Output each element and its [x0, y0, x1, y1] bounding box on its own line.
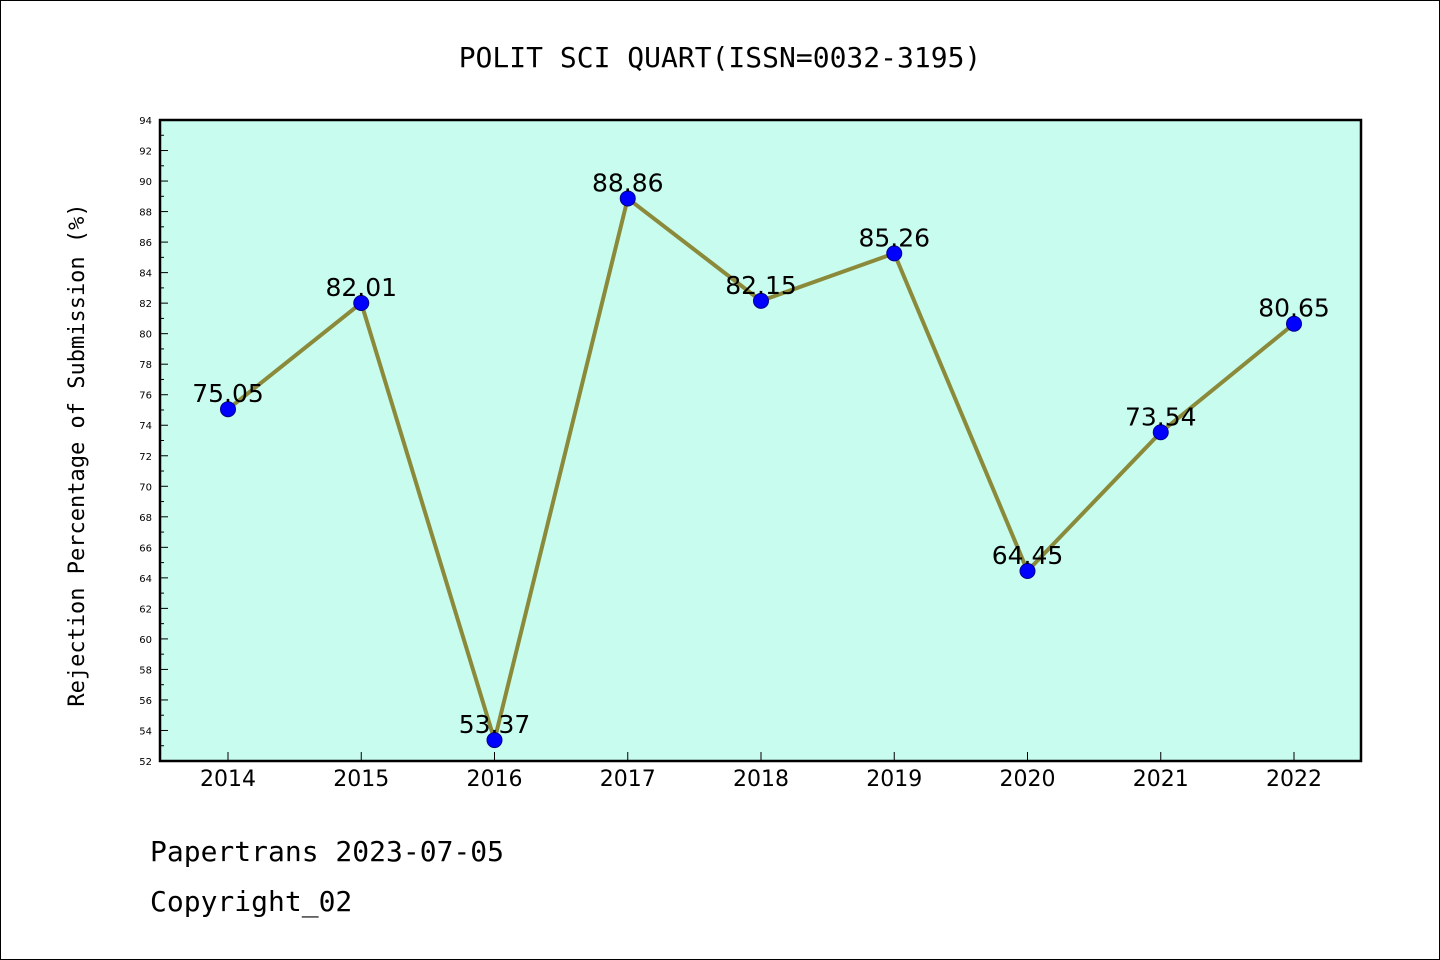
x-tick-label: 2015 — [333, 767, 389, 792]
x-tick-label: 2021 — [1133, 767, 1189, 792]
data-label-group: 75.05 82.01 53.37 88.86 82.15 85.26 64.45 73.54… — [192, 168, 1330, 739]
data-point — [486, 732, 503, 749]
data-point — [220, 401, 236, 418]
data-label: 53.37 — [459, 710, 531, 739]
data-label: 82.15 — [725, 271, 797, 300]
y-tick-label: 62 — [139, 604, 152, 615]
y-tick-label: 56 — [139, 696, 152, 707]
y-tick-label: 78 — [139, 360, 152, 371]
marker-group — [220, 190, 1302, 749]
data-point — [753, 292, 769, 309]
data-point — [1019, 562, 1036, 579]
y-axis-label: Rejection Percentage of Submission (%) — [65, 203, 90, 706]
y-tick-label: 92 — [139, 147, 152, 158]
data-point — [886, 245, 903, 262]
data-label: 64.45 — [992, 541, 1064, 570]
x-tick-label: 2022 — [1266, 767, 1322, 792]
y-tick-label: 64 — [139, 574, 152, 585]
y-tick-label: 58 — [139, 665, 152, 676]
y-tick-label: 60 — [139, 635, 152, 646]
data-label: 73.54 — [1125, 402, 1197, 431]
x-tick-label: 2020 — [1000, 767, 1056, 792]
y-tick-label: 86 — [139, 238, 152, 249]
data-point — [619, 190, 636, 207]
y-tick-label: 76 — [139, 391, 152, 402]
y-tick-label: 82 — [139, 299, 152, 310]
y-tick-label: 66 — [139, 543, 152, 554]
chart-title: POLIT SCI QUART(ISSN=0032-3195) — [459, 41, 982, 74]
y-tick-label: 68 — [139, 513, 152, 524]
footer-credit: Papertrans 2023-07-05 — [150, 835, 505, 868]
plot-area — [158, 118, 1363, 763]
x-tick-label: 2014 — [200, 767, 256, 792]
y-tick-label: 88 — [139, 208, 152, 219]
y-tick-label: 80 — [139, 330, 152, 341]
x-axis: 2014 2015 2016 2017 2018 2019 2020 2021 2022 — [200, 752, 1322, 792]
y-tick-label: 84 — [139, 269, 152, 280]
data-label: 82.01 — [325, 273, 397, 302]
y-tick-label: 74 — [139, 421, 152, 432]
y-tick-label: 52 — [139, 757, 152, 768]
footer-copyright: Copyright_02 — [150, 885, 353, 918]
x-tick-label: 2018 — [733, 767, 789, 792]
y-axis: 52 54 56 58 60 62 64 66 68 70 72 74 76 78 80 82 84 86 88 90… — [139, 116, 168, 768]
data-label: 80.65 — [1258, 294, 1330, 323]
data-label: 85.26 — [858, 223, 930, 252]
data-label: 75.05 — [192, 379, 264, 408]
y-tick-label: 90 — [139, 177, 152, 188]
x-tick-label: 2017 — [600, 767, 656, 792]
data-point — [353, 294, 370, 311]
y-tick-label: 94 — [139, 116, 152, 127]
x-tick-label: 2016 — [467, 767, 523, 792]
x-tick-label: 2019 — [866, 767, 922, 792]
y-tick-label: 70 — [139, 482, 152, 493]
y-tick-label: 72 — [139, 452, 152, 463]
data-point — [1152, 424, 1169, 441]
data-label: 88.86 — [592, 168, 664, 197]
data-point — [1286, 315, 1302, 332]
y-tick-label: 54 — [139, 726, 152, 737]
